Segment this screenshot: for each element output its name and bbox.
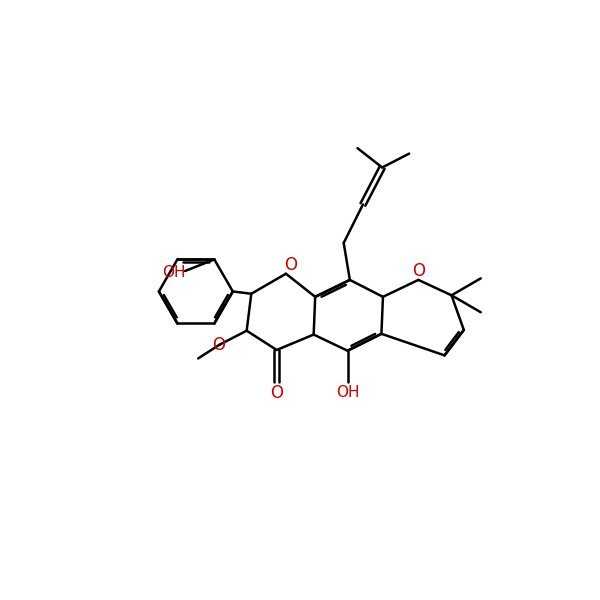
- Text: O: O: [270, 384, 283, 402]
- Text: O: O: [212, 337, 226, 355]
- Text: O: O: [412, 262, 425, 280]
- Text: O: O: [284, 256, 297, 274]
- Text: OH: OH: [336, 385, 359, 400]
- Text: OH: OH: [163, 265, 186, 280]
